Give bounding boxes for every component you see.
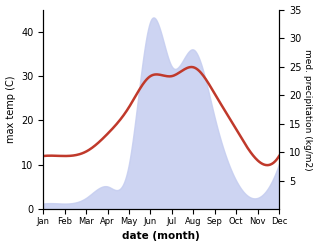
Y-axis label: max temp (C): max temp (C): [5, 76, 16, 143]
X-axis label: date (month): date (month): [122, 231, 200, 242]
Y-axis label: med. precipitation (kg/m2): med. precipitation (kg/m2): [303, 49, 313, 170]
